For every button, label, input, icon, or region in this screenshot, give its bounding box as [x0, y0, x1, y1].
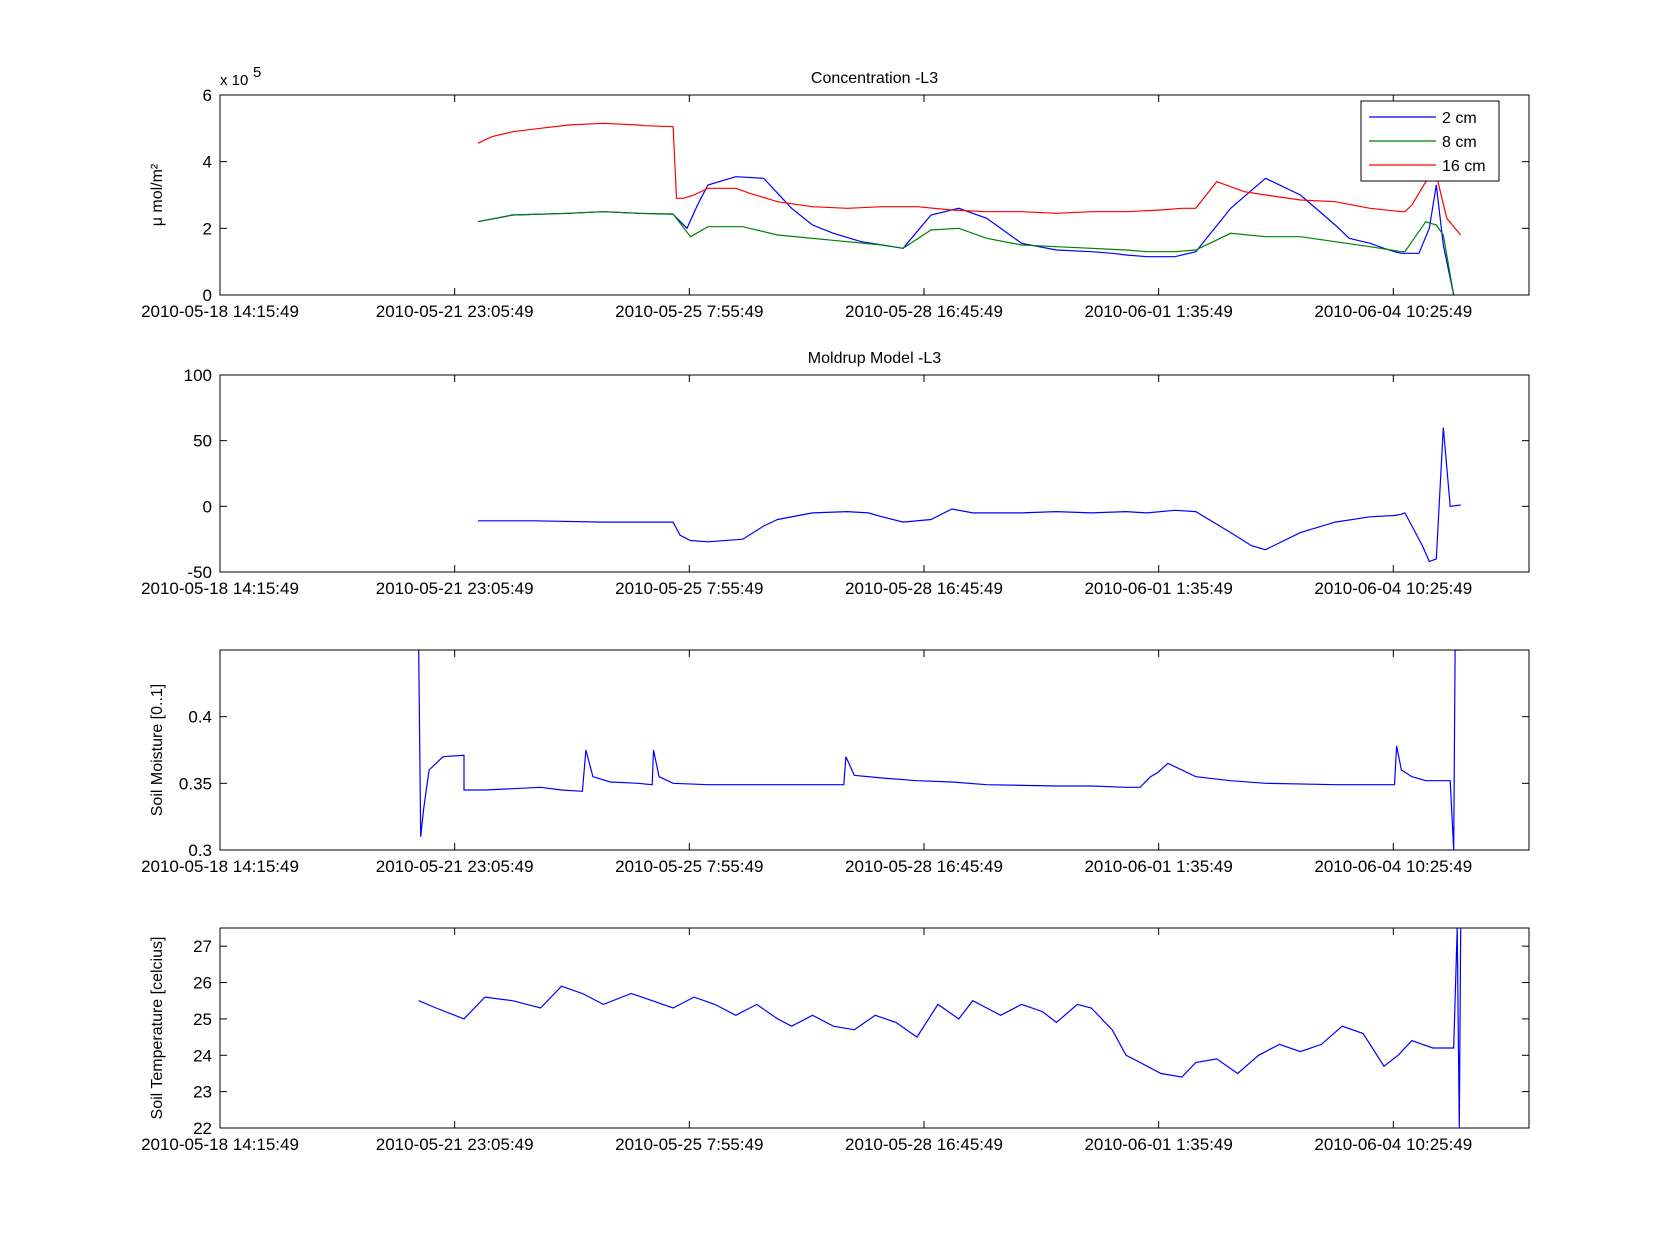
series-line-2-1: [477, 427, 1461, 563]
x-tick-label: 2010-05-28 16:45:49: [845, 1135, 1003, 1154]
x-tick-label: 2010-05-28 16:45:49: [845, 579, 1003, 598]
y-tick-label: 22: [193, 1119, 212, 1138]
x-tick-label: 2010-06-01 1:35:49: [1084, 857, 1232, 876]
y-tick-label: 0.3: [188, 841, 212, 860]
x-tick-label: 2010-05-18 14:15:49: [141, 857, 299, 876]
y-exponent-power: 5: [253, 64, 261, 81]
x-tick-label: 2010-05-21 23:05:49: [376, 1135, 534, 1154]
series-line-8-cm: [477, 211, 1455, 295]
y-tick-label: 27: [193, 937, 212, 956]
x-tick-label: 2010-06-01 1:35:49: [1084, 1135, 1232, 1154]
y-tick-label: 25: [193, 1010, 212, 1029]
chart-panel-4: 2010-05-18 14:15:49 2010-05-21 23:05:49 20…: [141, 927, 1530, 1154]
x-tick-label: 2010-05-18 14:15:49: [141, 302, 299, 321]
y-tick-label: 0.35: [179, 774, 212, 793]
y-tick-label: 24: [193, 1046, 212, 1065]
x-tick-label: 2010-06-04 10:25:49: [1314, 857, 1472, 876]
x-tick-label: 2010-05-21 23:05:49: [376, 579, 534, 598]
y-axis-label: Soil Moisture [0..1]: [149, 684, 166, 817]
y-tick-label: 50: [193, 432, 212, 451]
x-tick-label: 2010-06-01 1:35:49: [1084, 302, 1232, 321]
y-tick-label: 0.4: [188, 708, 212, 727]
y-tick-label: 2: [203, 219, 212, 238]
x-tick-label: 2010-05-21 23:05:49: [376, 302, 534, 321]
chart-title: Concentration -L3: [811, 70, 938, 87]
axes-frame: [219, 374, 1530, 573]
series-line-3-1: [418, 650, 1463, 850]
x-tick-label: 2010-05-25 7:55:49: [615, 579, 763, 598]
legend-label: 16 cm: [1442, 158, 1486, 175]
chart-panel-1: 2010-05-18 14:15:49 2010-05-21 23:05:49 20…: [141, 64, 1530, 321]
axes-frame: [219, 649, 1530, 851]
series-line-2-cm: [477, 176, 1455, 295]
x-tick-label: 2010-05-25 7:55:49: [615, 1135, 763, 1154]
x-tick-label: 2010-06-01 1:35:49: [1084, 579, 1232, 598]
chart-panel-2: 2010-05-18 14:15:49 2010-05-21 23:05:49 20…: [141, 350, 1530, 598]
x-tick-label: 2010-05-25 7:55:49: [615, 857, 763, 876]
series-line-4-1: [418, 928, 1462, 1128]
x-tick-label: 2010-06-04 10:25:49: [1314, 579, 1472, 598]
axes-frame: [219, 94, 1530, 296]
x-tick-label: 2010-06-04 10:25:49: [1314, 302, 1472, 321]
legend: 2 cm 8 cm 16 cm: [1360, 100, 1500, 182]
x-tick-label: 2010-05-25 7:55:49: [615, 302, 763, 321]
y-tick-label: 100: [184, 366, 212, 385]
y-tick-label: 6: [203, 86, 212, 105]
y-exponent-label: x 10: [220, 72, 248, 89]
axes-frame: [219, 927, 1530, 1129]
x-tick-label: 2010-05-28 16:45:49: [845, 857, 1003, 876]
y-tick-label: 0: [203, 497, 212, 516]
y-tick-label: 23: [193, 1083, 212, 1102]
y-tick-label: 4: [203, 153, 212, 172]
chart-title: Moldrup Model -L3: [808, 350, 942, 367]
y-tick-label: 26: [193, 974, 212, 993]
x-tick-label: 2010-05-18 14:15:49: [141, 579, 299, 598]
legend-label: 2 cm: [1442, 110, 1477, 127]
x-tick-label: 2010-06-04 10:25:49: [1314, 1135, 1472, 1154]
y-tick-label: 0: [203, 286, 212, 305]
series-line-16-cm: [477, 122, 1462, 236]
x-tick-label: 2010-05-28 16:45:49: [845, 302, 1003, 321]
chart-panel-3: 2010-05-18 14:15:49 2010-05-21 23:05:49 20…: [141, 649, 1530, 876]
x-tick-label: 2010-05-18 14:15:49: [141, 1135, 299, 1154]
legend-label: 8 cm: [1442, 134, 1477, 151]
y-axis-label: μ mol/m²: [149, 163, 166, 226]
y-tick-label: -50: [187, 563, 212, 582]
x-tick-label: 2010-05-21 23:05:49: [376, 857, 534, 876]
y-axis-label: Soil Temperature [celcius]: [149, 937, 166, 1120]
